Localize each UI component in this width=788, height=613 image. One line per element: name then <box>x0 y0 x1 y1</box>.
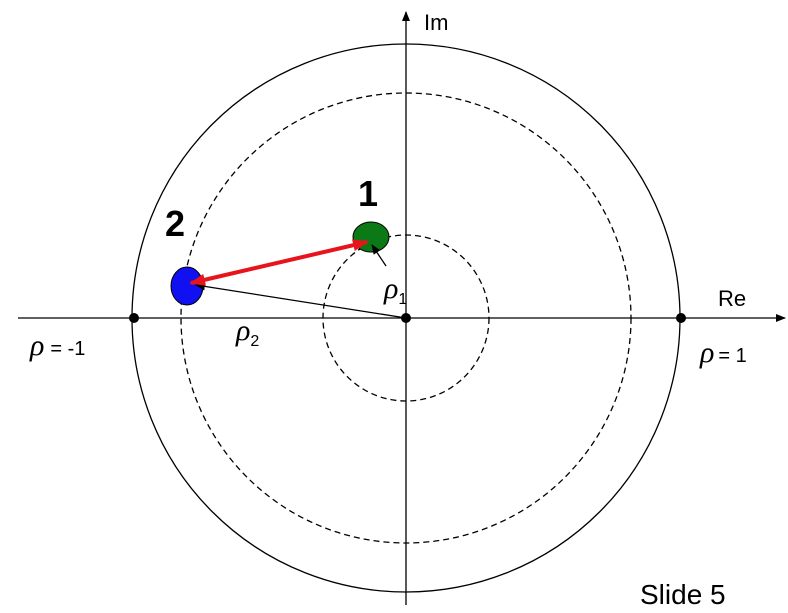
point-1 <box>352 221 390 253</box>
re-label: Re <box>718 286 746 311</box>
rho1-label: ρ1 <box>383 272 407 308</box>
transition-arrow <box>189 239 369 286</box>
slide-number: Slide 5 <box>640 579 726 610</box>
marker-label: ρ = 1 <box>699 336 747 369</box>
point-label: 1 <box>358 173 378 214</box>
dot <box>129 313 139 323</box>
rho2-label: ρ2 <box>235 314 259 350</box>
dot <box>676 313 686 323</box>
point-label: 2 <box>165 203 185 244</box>
rho1-vector <box>371 244 387 267</box>
rho2-vector <box>195 282 407 319</box>
marker-label: ρ = -1 <box>29 329 85 362</box>
im-label: Im <box>424 10 448 35</box>
